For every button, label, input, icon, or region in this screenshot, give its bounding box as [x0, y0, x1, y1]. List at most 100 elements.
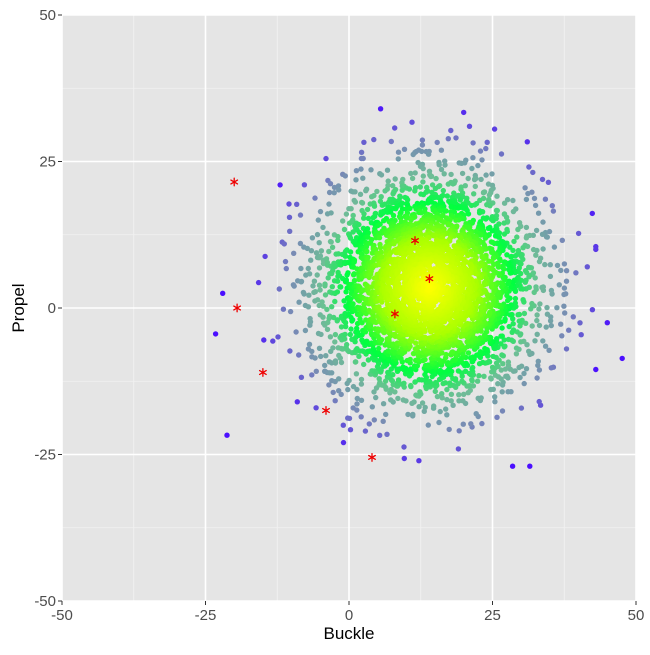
- data-point: [498, 341, 504, 347]
- data-point: [432, 185, 439, 192]
- data-point: [520, 297, 526, 303]
- data-point: [358, 149, 365, 155]
- data-point: [509, 329, 515, 335]
- data-point: [390, 212, 397, 219]
- data-point: [514, 234, 520, 240]
- data-point: [548, 322, 554, 329]
- data-point: [486, 258, 492, 264]
- data-point: [488, 375, 494, 381]
- data-point: [522, 185, 528, 191]
- data-point: [377, 106, 384, 112]
- data-point: [437, 367, 443, 374]
- data-point: [526, 164, 532, 170]
- data-point: [429, 182, 436, 188]
- data-point: [376, 235, 383, 241]
- data-point: [306, 271, 313, 277]
- data-point: [498, 367, 504, 373]
- data-point: [479, 420, 485, 427]
- data-point: [532, 338, 538, 344]
- data-point: [508, 254, 514, 260]
- y-tick-label: -50: [34, 593, 56, 610]
- data-point: [410, 411, 416, 418]
- data-point: [504, 252, 510, 258]
- data-point: [462, 368, 469, 374]
- data-point: [388, 386, 394, 393]
- data-point: [345, 386, 351, 393]
- data-point: [466, 123, 473, 129]
- data-point: [439, 395, 445, 401]
- data-point: [378, 172, 385, 178]
- data-point: [431, 194, 437, 201]
- data-point: [422, 334, 428, 340]
- data-point: [544, 311, 551, 317]
- data-point: [316, 302, 322, 309]
- outlier-points: [230, 177, 434, 462]
- data-point: [420, 191, 427, 198]
- data-point: [344, 341, 350, 348]
- data-point: [498, 333, 504, 339]
- data-point: [343, 211, 350, 217]
- data-point: [445, 360, 451, 366]
- data-point: [512, 300, 518, 306]
- data-point: [545, 179, 552, 185]
- data-point: [448, 398, 454, 404]
- data-point: [488, 386, 494, 393]
- data-point: [492, 394, 498, 400]
- data-point: [364, 296, 370, 302]
- data-point: [331, 314, 337, 321]
- data-point: [395, 395, 401, 402]
- data-point: [479, 254, 485, 260]
- data-point: [305, 304, 312, 310]
- data-point: [318, 353, 324, 360]
- data-point: [319, 299, 325, 305]
- data-point: [306, 341, 313, 347]
- data-point: [528, 306, 534, 312]
- data-point: [437, 408, 443, 415]
- data-point: [436, 162, 442, 168]
- data-point: [468, 421, 474, 427]
- outlier-point: [258, 368, 267, 377]
- data-point: [335, 251, 342, 257]
- data-point: [419, 142, 426, 148]
- data-point: [470, 140, 476, 146]
- data-point: [526, 348, 532, 354]
- data-point: [533, 252, 539, 258]
- data-point: [314, 272, 320, 278]
- data-point: [304, 245, 310, 252]
- data-point: [561, 261, 568, 267]
- data-point: [461, 391, 467, 397]
- data-point: [275, 334, 281, 340]
- data-point: [502, 316, 508, 322]
- data-point: [416, 458, 422, 464]
- data-point: [392, 176, 398, 182]
- data-point: [516, 364, 522, 371]
- data-point: [563, 268, 570, 274]
- data-point: [559, 333, 565, 339]
- data-point: [476, 361, 483, 367]
- data-point: [314, 297, 321, 303]
- data-point: [408, 217, 414, 223]
- data-point: [510, 208, 517, 215]
- asterisk-stroke: [390, 311, 399, 317]
- data-point: [420, 179, 426, 185]
- data-point: [446, 426, 452, 433]
- data-point: [351, 277, 358, 284]
- data-point: [338, 324, 345, 330]
- data-point: [563, 346, 570, 352]
- data-point: [384, 167, 391, 173]
- data-point: [473, 228, 479, 235]
- data-point: [296, 299, 302, 305]
- data-point: [422, 404, 428, 411]
- data-point: [332, 331, 339, 338]
- data-point: [566, 327, 572, 333]
- data-point: [573, 270, 579, 276]
- data-point: [500, 275, 506, 281]
- data-point: [315, 217, 321, 223]
- data-point: [444, 396, 450, 403]
- data-point: [455, 368, 462, 374]
- data-point: [224, 432, 230, 438]
- data-point: [536, 398, 542, 405]
- data-point: [589, 210, 595, 217]
- data-point: [381, 383, 387, 389]
- data-point: [376, 345, 382, 352]
